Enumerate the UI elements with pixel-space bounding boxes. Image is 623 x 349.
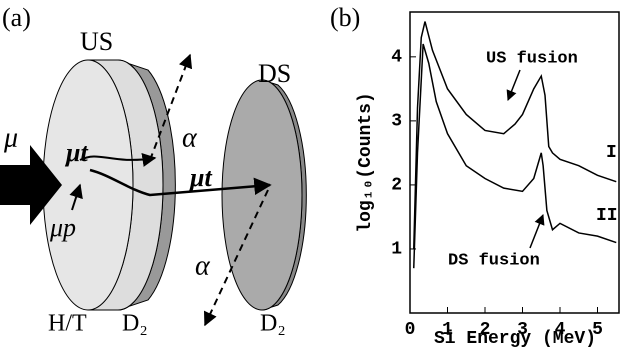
mut-path [89,168,272,197]
label: α [195,250,211,281]
annotation-arrow [529,214,545,249]
plot-frame [409,11,620,314]
label: μt [188,163,212,192]
series-label: I [606,143,617,163]
x-tick-label: 4 [555,320,566,340]
label: μt [64,138,88,167]
annotation-arrow [506,69,521,101]
x-tick-label: 0 [405,320,416,340]
x-axis-label: Si Energy (MeV) [434,329,596,349]
muon-arrow [0,145,62,225]
label: D₂ [260,311,286,337]
path-line [79,153,157,167]
label: D₂ [122,311,148,337]
y-axis-label: log₁₀(Counts) [356,92,376,232]
label: α [182,122,198,153]
panel-label: (a) [2,3,31,32]
mup-arrow [69,183,83,211]
x-tick-label: 2 [480,320,491,340]
x-tick-label: 5 [592,320,603,340]
alpha-track [149,53,193,161]
spectrum-line [413,21,617,249]
panel-label: (b) [330,3,360,32]
series-label: II [596,206,618,226]
ds-disk [221,79,303,311]
label: H/T [48,311,87,337]
y-tick-label: 3 [391,112,402,132]
label: DS [258,59,291,88]
y-tick-label: 1 [391,240,402,260]
label: μ [3,122,18,153]
x-tick-label: 3 [517,320,528,340]
spectrum-line [413,43,617,269]
label: US [80,27,113,56]
y-tick-label: 4 [391,48,402,68]
y-tick-label: 2 [391,176,402,196]
alpha-track [203,189,269,327]
panel-a: (a) US DS μ μt μp α μt α H/T D₂ D₂ [0,3,307,337]
annotation: DS fusion [448,251,540,270]
x-tick-label: 1 [442,320,453,340]
annotation: US fusion [486,49,578,68]
label: μp [49,213,76,242]
